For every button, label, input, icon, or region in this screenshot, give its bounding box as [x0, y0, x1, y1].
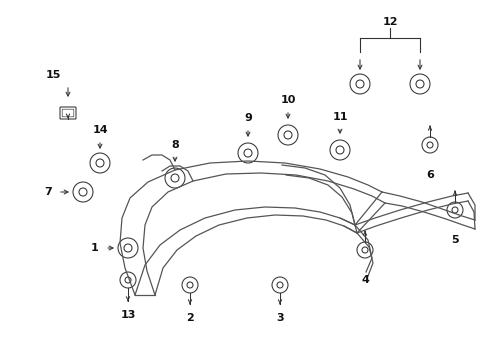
Text: 11: 11	[331, 112, 347, 122]
Text: 8: 8	[171, 140, 179, 150]
Text: 15: 15	[45, 70, 61, 80]
Text: 14: 14	[92, 125, 107, 135]
Text: 4: 4	[360, 275, 368, 285]
Text: 7: 7	[44, 187, 52, 197]
Text: 1: 1	[91, 243, 99, 253]
Text: 6: 6	[425, 170, 433, 180]
Text: 9: 9	[244, 113, 251, 123]
Text: 12: 12	[382, 17, 397, 27]
Text: 10: 10	[280, 95, 295, 105]
Text: 5: 5	[450, 235, 458, 245]
Text: 2: 2	[186, 313, 193, 323]
Text: 3: 3	[276, 313, 283, 323]
Text: 13: 13	[120, 310, 135, 320]
